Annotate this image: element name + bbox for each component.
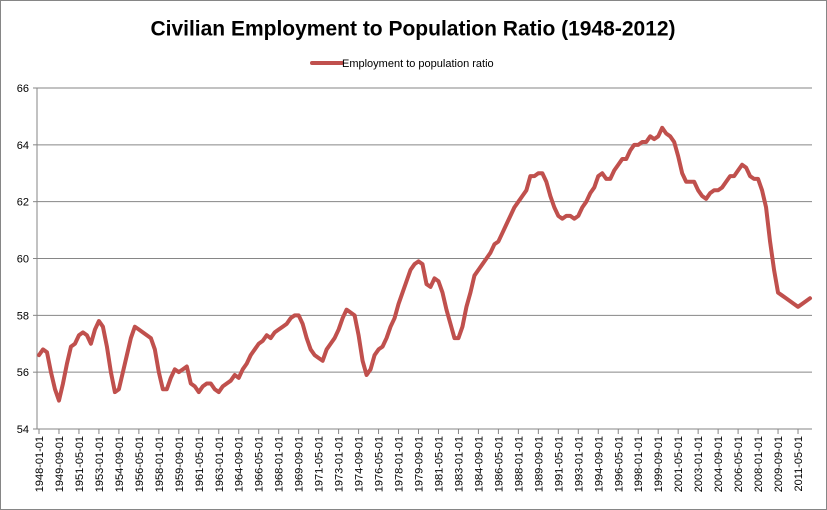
x-tick-label: 2011-05-01 — [793, 436, 805, 491]
x-tick-label: 1968-01-01 — [274, 436, 286, 492]
x-tick-label: 1994-09-01 — [593, 436, 605, 492]
y-tick-label: 54 — [17, 424, 29, 436]
x-tick-label: 1976-05-01 — [374, 436, 386, 492]
x-tick-label: 1979-09-01 — [414, 436, 426, 492]
x-tick-label: 1974-09-01 — [354, 436, 366, 492]
x-tick-label: 2009-09-01 — [773, 436, 785, 492]
x-tick-label: 2008-01-01 — [753, 436, 765, 492]
x-tick-label: 2006-05-01 — [733, 436, 745, 492]
x-tick-label: 2004-09-01 — [713, 436, 725, 492]
x-tick-label: 1988-01-01 — [513, 436, 525, 492]
x-tick-label: 1948-01-01 — [34, 436, 46, 492]
x-tick-label: 2003-01-01 — [693, 436, 705, 492]
series-line — [37, 125, 812, 403]
x-tick-label: 1951-05-01 — [74, 436, 86, 492]
y-tick-label: 56 — [17, 367, 29, 379]
y-tick-label: 60 — [17, 254, 29, 266]
x-tick-label: 1981-05-01 — [433, 436, 445, 492]
x-tick-label: 1959-09-01 — [174, 436, 186, 492]
y-tick-label: 66 — [17, 83, 29, 95]
x-tick-label: 1999-09-01 — [653, 436, 665, 492]
x-tick-label: 1973-01-01 — [334, 436, 346, 492]
x-tick-label: 1964-09-01 — [234, 436, 246, 492]
y-tick-label: 58 — [17, 310, 29, 322]
x-tick-label: 1958-01-01 — [154, 436, 166, 492]
x-tick-label: 1956-05-01 — [134, 436, 146, 492]
x-tick-label: 1991-05-01 — [553, 436, 565, 492]
x-tick-label: 1993-01-01 — [573, 436, 585, 492]
chart-title: Civilian Employment to Population Ratio … — [150, 18, 675, 41]
x-tick-label: 1954-09-01 — [114, 436, 126, 492]
x-tick-label: 1971-05-01 — [314, 436, 326, 492]
y-tick-label: 62 — [17, 197, 29, 209]
x-tick-label: 1969-09-01 — [294, 436, 306, 492]
x-tick-label: 1989-09-01 — [533, 436, 545, 492]
x-tick-label: 2001-05-01 — [673, 436, 685, 492]
y-tick-label: 64 — [17, 140, 29, 152]
x-tick-label: 1953-01-01 — [94, 436, 106, 492]
x-tick-label: 1986-05-01 — [493, 436, 505, 492]
x-tick-label: 1998-01-01 — [633, 436, 645, 492]
x-tick-label: 1978-01-01 — [394, 436, 406, 492]
legend-label: Employment to population ratio — [342, 58, 494, 70]
x-tick-label: 1984-09-01 — [473, 436, 485, 492]
x-tick-label: 1949-09-01 — [54, 436, 66, 492]
x-tick-label: 1963-01-01 — [214, 436, 226, 492]
x-tick-label: 1996-05-01 — [613, 436, 625, 492]
x-tick-label: 1961-05-01 — [194, 436, 206, 492]
x-tick-label: 1966-05-01 — [254, 436, 266, 492]
x-tick-label: 1983-01-01 — [453, 436, 465, 492]
